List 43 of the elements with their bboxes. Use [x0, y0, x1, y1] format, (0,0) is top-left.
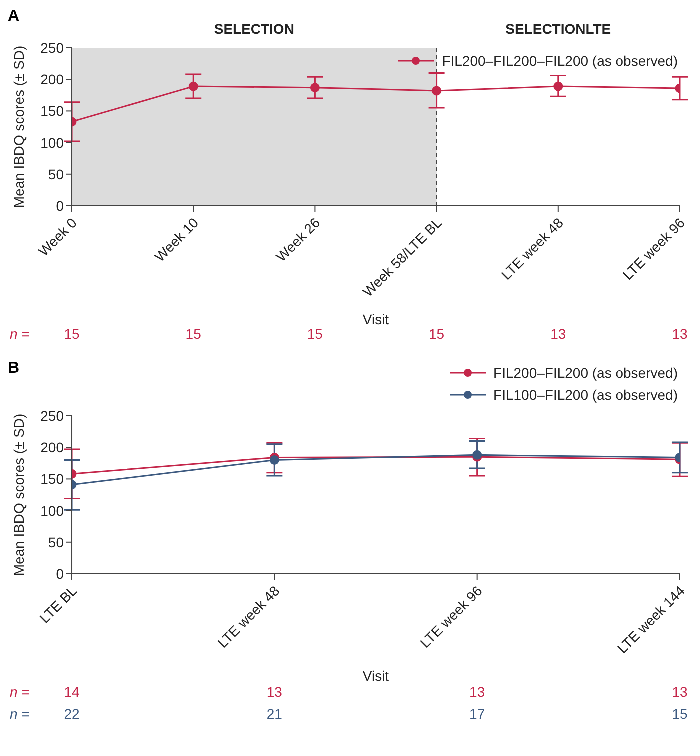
- x-axis-title: Visit: [362, 668, 390, 685]
- y-tick-label: 200: [40, 72, 64, 88]
- legend-label: FIL100–FIL200 (as observed): [494, 387, 678, 404]
- text: 13: [266, 684, 282, 700]
- text: n =: [10, 326, 30, 342]
- y-tick-label: 50: [48, 534, 64, 551]
- text: 15: [307, 326, 323, 342]
- text: 15: [429, 326, 445, 342]
- text: n =: [10, 684, 30, 700]
- text: 13: [470, 684, 486, 700]
- point: [432, 86, 442, 96]
- y-tick-label: 250: [40, 408, 64, 424]
- y-tick-label: 0: [56, 198, 64, 214]
- x-axis-title: Visit: [362, 311, 390, 328]
- y-tick-label: 250: [40, 40, 64, 56]
- y-tick-label: 150: [40, 472, 64, 488]
- ref-line-label: SELECTIONLTE: [506, 21, 612, 37]
- y-axis-title: Mean IBDQ scores (± SD): [11, 46, 28, 208]
- text: 13: [550, 326, 566, 342]
- text: 14: [64, 684, 80, 700]
- legend-label: FIL200–FIL200 (as observed): [494, 365, 678, 382]
- text: 15: [64, 326, 80, 342]
- band-label: SELECTION: [214, 21, 294, 37]
- y-axis-title: Mean IBDQ scores (± SD): [11, 414, 28, 577]
- text: 22: [64, 706, 80, 722]
- chart-title: A: [8, 8, 20, 26]
- y-tick-label: 50: [48, 166, 64, 182]
- text: 17: [470, 706, 486, 722]
- point: [310, 83, 320, 93]
- y-tick-label: 100: [40, 134, 64, 151]
- text: 13: [672, 684, 688, 700]
- text: 13: [672, 326, 688, 342]
- text: n =: [10, 706, 30, 722]
- chart-title: B: [8, 360, 20, 378]
- y-tick-label: 100: [40, 503, 64, 520]
- text: 15: [186, 326, 202, 342]
- x-tick-label: LTE BL: [36, 582, 80, 627]
- legend-label: FIL200–FIL200–FIL200 (as observed): [442, 53, 678, 69]
- y-tick-label: 150: [40, 103, 64, 120]
- text: 21: [266, 706, 282, 722]
- y-tick-label: 0: [56, 566, 64, 582]
- text: 15: [672, 706, 688, 722]
- y-tick-label: 200: [40, 440, 64, 456]
